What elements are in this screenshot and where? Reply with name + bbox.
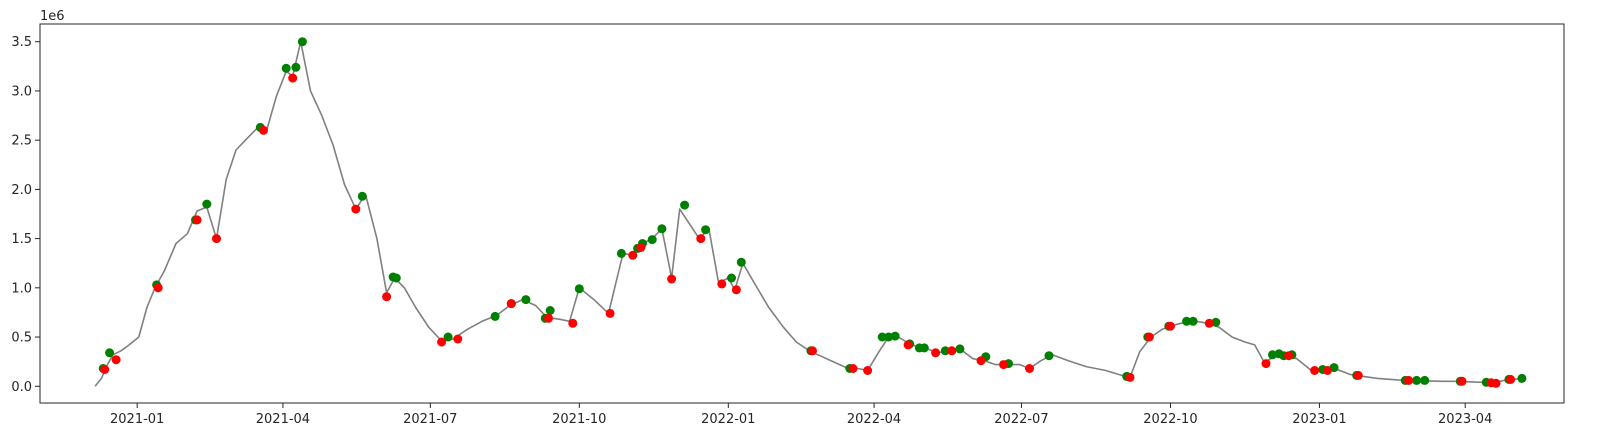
down-marker [636,243,646,252]
down-marker [453,334,463,344]
down-marker [1506,374,1516,384]
y-offset-label: 1e6 [40,9,65,24]
down-marker [1261,359,1271,369]
y-tick-label: 0.5 [11,331,32,346]
up-marker [727,273,736,283]
down-marker [731,285,741,295]
down-marker [667,274,677,284]
down-marker [947,346,957,356]
down-marker [1204,318,1214,328]
down-marker [976,356,986,366]
down-marker [848,364,858,373]
down-marker [437,337,447,347]
x-tick-label: 2022-04 [847,412,901,427]
up-marker [657,224,667,234]
down-marker-layer [100,73,1516,388]
up-marker [574,284,584,294]
up-marker [1412,375,1422,385]
down-marker [212,234,221,244]
up-marker [202,199,212,209]
plot-frame [39,23,1565,404]
x-tick-label: 2021-10 [552,412,606,427]
x-tick-label: 2022-01 [701,412,755,427]
down-marker [1165,321,1175,331]
down-marker [153,283,163,293]
x-tick-label: 2023-04 [1438,412,1492,427]
up-marker [940,346,950,356]
down-marker [1323,366,1332,375]
up-marker [647,235,657,245]
down-marker [863,366,873,375]
up-marker [490,311,500,321]
y-tick-label: 3.0 [11,84,32,99]
up-marker [357,191,367,201]
down-marker [111,355,121,365]
series-line-layer [94,40,1521,387]
up-marker [521,295,531,305]
y-axis-ticks: 0.0 0.5 1.0 1.5 2.0 2.5 3.0 3.5 [11,35,40,395]
x-tick-label: 2022-07 [994,412,1048,427]
up-marker [1044,351,1054,361]
up-marker [955,344,965,354]
x-tick-label: 2021-01 [110,412,164,427]
x-tick-label: 2021-07 [403,412,457,427]
down-marker [808,346,817,356]
down-marker [1025,364,1034,373]
down-marker [288,73,298,83]
down-marker [1491,378,1501,388]
down-marker [1310,366,1320,375]
up-marker [680,200,690,210]
y-tick-label: 2.5 [11,134,32,149]
up-marker [443,332,453,342]
up-marker [736,257,746,267]
down-marker [605,308,615,318]
y-tick-label: 3.5 [11,35,32,50]
down-marker [1457,376,1467,386]
down-marker [100,365,110,374]
up-marker [877,332,887,342]
up-marker [1188,316,1198,326]
x-tick-label: 2023-01 [1292,412,1346,427]
up-marker [616,248,626,258]
up-marker [1517,373,1527,383]
up-marker [105,348,115,358]
up-marker [1182,316,1192,326]
up-marker [919,343,929,353]
down-marker [351,204,361,214]
down-marker [717,279,727,289]
down-marker [506,299,516,309]
down-marker [382,292,392,302]
up-marker [297,37,307,47]
down-marker [259,125,268,135]
up-marker [1420,375,1430,385]
down-marker [903,340,913,350]
down-marker [628,250,638,260]
up-marker [291,62,301,72]
down-marker [1353,370,1363,380]
down-marker [1144,332,1154,342]
down-marker [544,313,553,323]
y-tick-label: 1.5 [11,232,32,247]
down-marker [1284,351,1294,361]
down-marker [192,215,202,225]
down-marker [568,318,578,328]
y-tick-label: 0.0 [11,380,32,395]
x-axis-ticks: 2021-01 2021-04 2021-07 2021-10 2022-01 2022-… [110,403,1492,427]
down-marker [1125,372,1135,382]
up-marker [701,225,711,235]
y-tick-label: 1.0 [11,281,32,296]
series-line [94,40,1521,387]
down-marker [999,360,1009,370]
up-marker [545,306,555,315]
down-marker [1404,375,1413,385]
up-marker [391,273,401,283]
down-marker [696,234,706,244]
x-tick-label: 2021-04 [256,412,310,427]
down-marker [931,348,941,358]
up-marker [281,63,291,73]
up-marker [890,331,900,341]
y-tick-label: 2.0 [11,183,32,198]
x-tick-label: 2022-10 [1143,412,1197,427]
